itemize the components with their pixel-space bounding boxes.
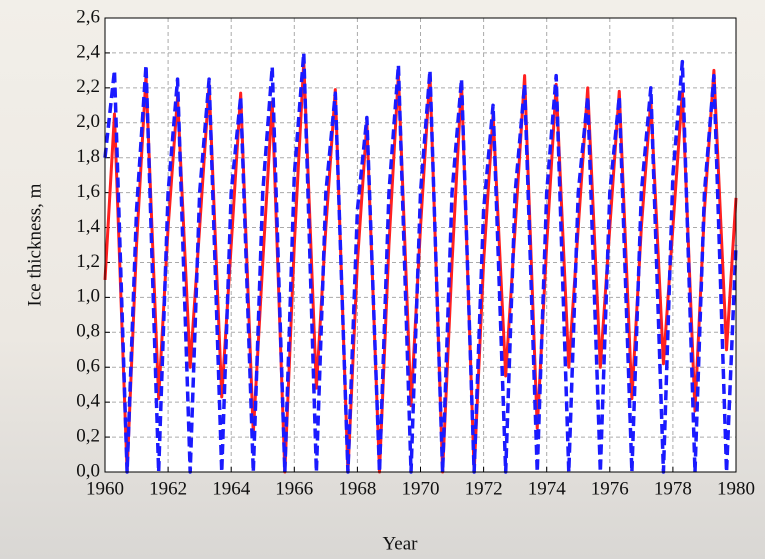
- y-tick-label: 1,8: [76, 146, 100, 167]
- x-tick-label: 1978: [654, 478, 692, 499]
- y-tick-label: 2,4: [76, 41, 100, 62]
- y-tick-label: 0,6: [76, 356, 100, 377]
- y-tick-label: 0,4: [76, 391, 100, 412]
- y-tick-label: 0,2: [76, 425, 100, 446]
- x-tick-label: 1980: [717, 478, 755, 499]
- x-tick-label: 1962: [149, 478, 187, 499]
- y-tick-label: 2,6: [76, 6, 100, 27]
- y-tick-label: 0,0: [76, 460, 100, 481]
- y-tick-label: 0,8: [76, 321, 100, 342]
- x-tick-label: 1972: [465, 478, 503, 499]
- x-tick-label: 1970: [402, 478, 440, 499]
- series-line: [103, 51, 738, 474]
- x-tick-label: 1960: [86, 478, 124, 499]
- x-tick-label: 1974: [528, 478, 567, 499]
- y-tick-label: 1,0: [76, 286, 100, 307]
- x-tick-label: 1966: [275, 478, 313, 499]
- x-axis-label: Year: [382, 533, 418, 554]
- y-axis-label: Ice thickness, m: [24, 183, 45, 306]
- y-tick-label: 1,4: [76, 216, 100, 237]
- x-tick-label: 1968: [338, 478, 376, 499]
- plot-frame: [104, 17, 737, 473]
- x-tick-label: 1976: [591, 478, 629, 499]
- y-tick-label: 1,6: [76, 181, 100, 202]
- y-tick-label: 2,0: [76, 111, 100, 132]
- y-tick-label: 2,2: [76, 76, 100, 97]
- x-tick-label: 1964: [212, 478, 251, 499]
- y-tick-label: 1,2: [76, 251, 100, 272]
